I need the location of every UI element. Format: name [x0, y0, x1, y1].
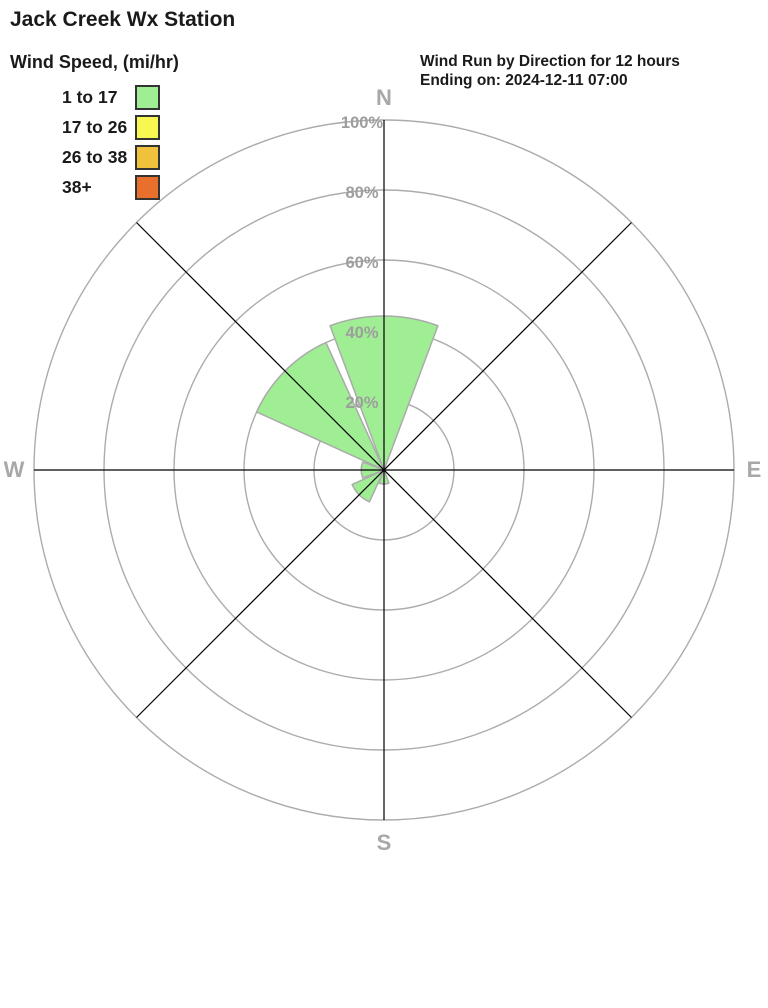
legend-rows: 1 to 17 17 to 26 26 to 38 38+	[62, 85, 230, 205]
compass-label-S: S	[377, 830, 392, 855]
legend-item-label: 26 to 38	[62, 147, 128, 167]
legend-title: Wind Speed, (mi/hr)	[10, 52, 179, 72]
compass-label-E: E	[747, 457, 762, 482]
legend-item-label: 1 to 17	[62, 87, 118, 107]
ring-label: 80%	[345, 184, 378, 202]
compass-label-N: N	[376, 85, 392, 110]
page-title: Jack Creek Wx Station	[10, 8, 236, 31]
ring-label: 20%	[345, 394, 378, 412]
legend-item: 38+	[62, 175, 230, 205]
ring-label: 40%	[345, 324, 378, 342]
legend-swatch-yellow	[135, 115, 160, 140]
chart-header: Wind Run by Direction for 12 hours Endin…	[420, 52, 680, 90]
legend-swatch-amber	[135, 145, 160, 170]
legend-swatch-orange	[135, 175, 160, 200]
compass-label-W: W	[4, 457, 25, 482]
legend-item: 26 to 38	[62, 145, 230, 175]
legend-item: 1 to 17	[62, 85, 230, 115]
ring-label: 60%	[345, 254, 378, 272]
legend-item: 17 to 26	[62, 115, 230, 145]
ring-label: 100%	[341, 114, 384, 132]
chart-title: Wind Run by Direction for 12 hours	[420, 53, 680, 70]
legend-item-label: 17 to 26	[62, 117, 128, 137]
chart-subtitle: Ending on: 2024-12-11 07:00	[420, 72, 628, 89]
wind-speed-legend: Wind Speed, (mi/hr) 1 to 17 17 to 26 26 …	[10, 52, 230, 205]
axis-spoke	[136, 222, 632, 718]
legend-swatch-green	[135, 85, 160, 110]
legend-item-label: 38+	[62, 177, 92, 197]
